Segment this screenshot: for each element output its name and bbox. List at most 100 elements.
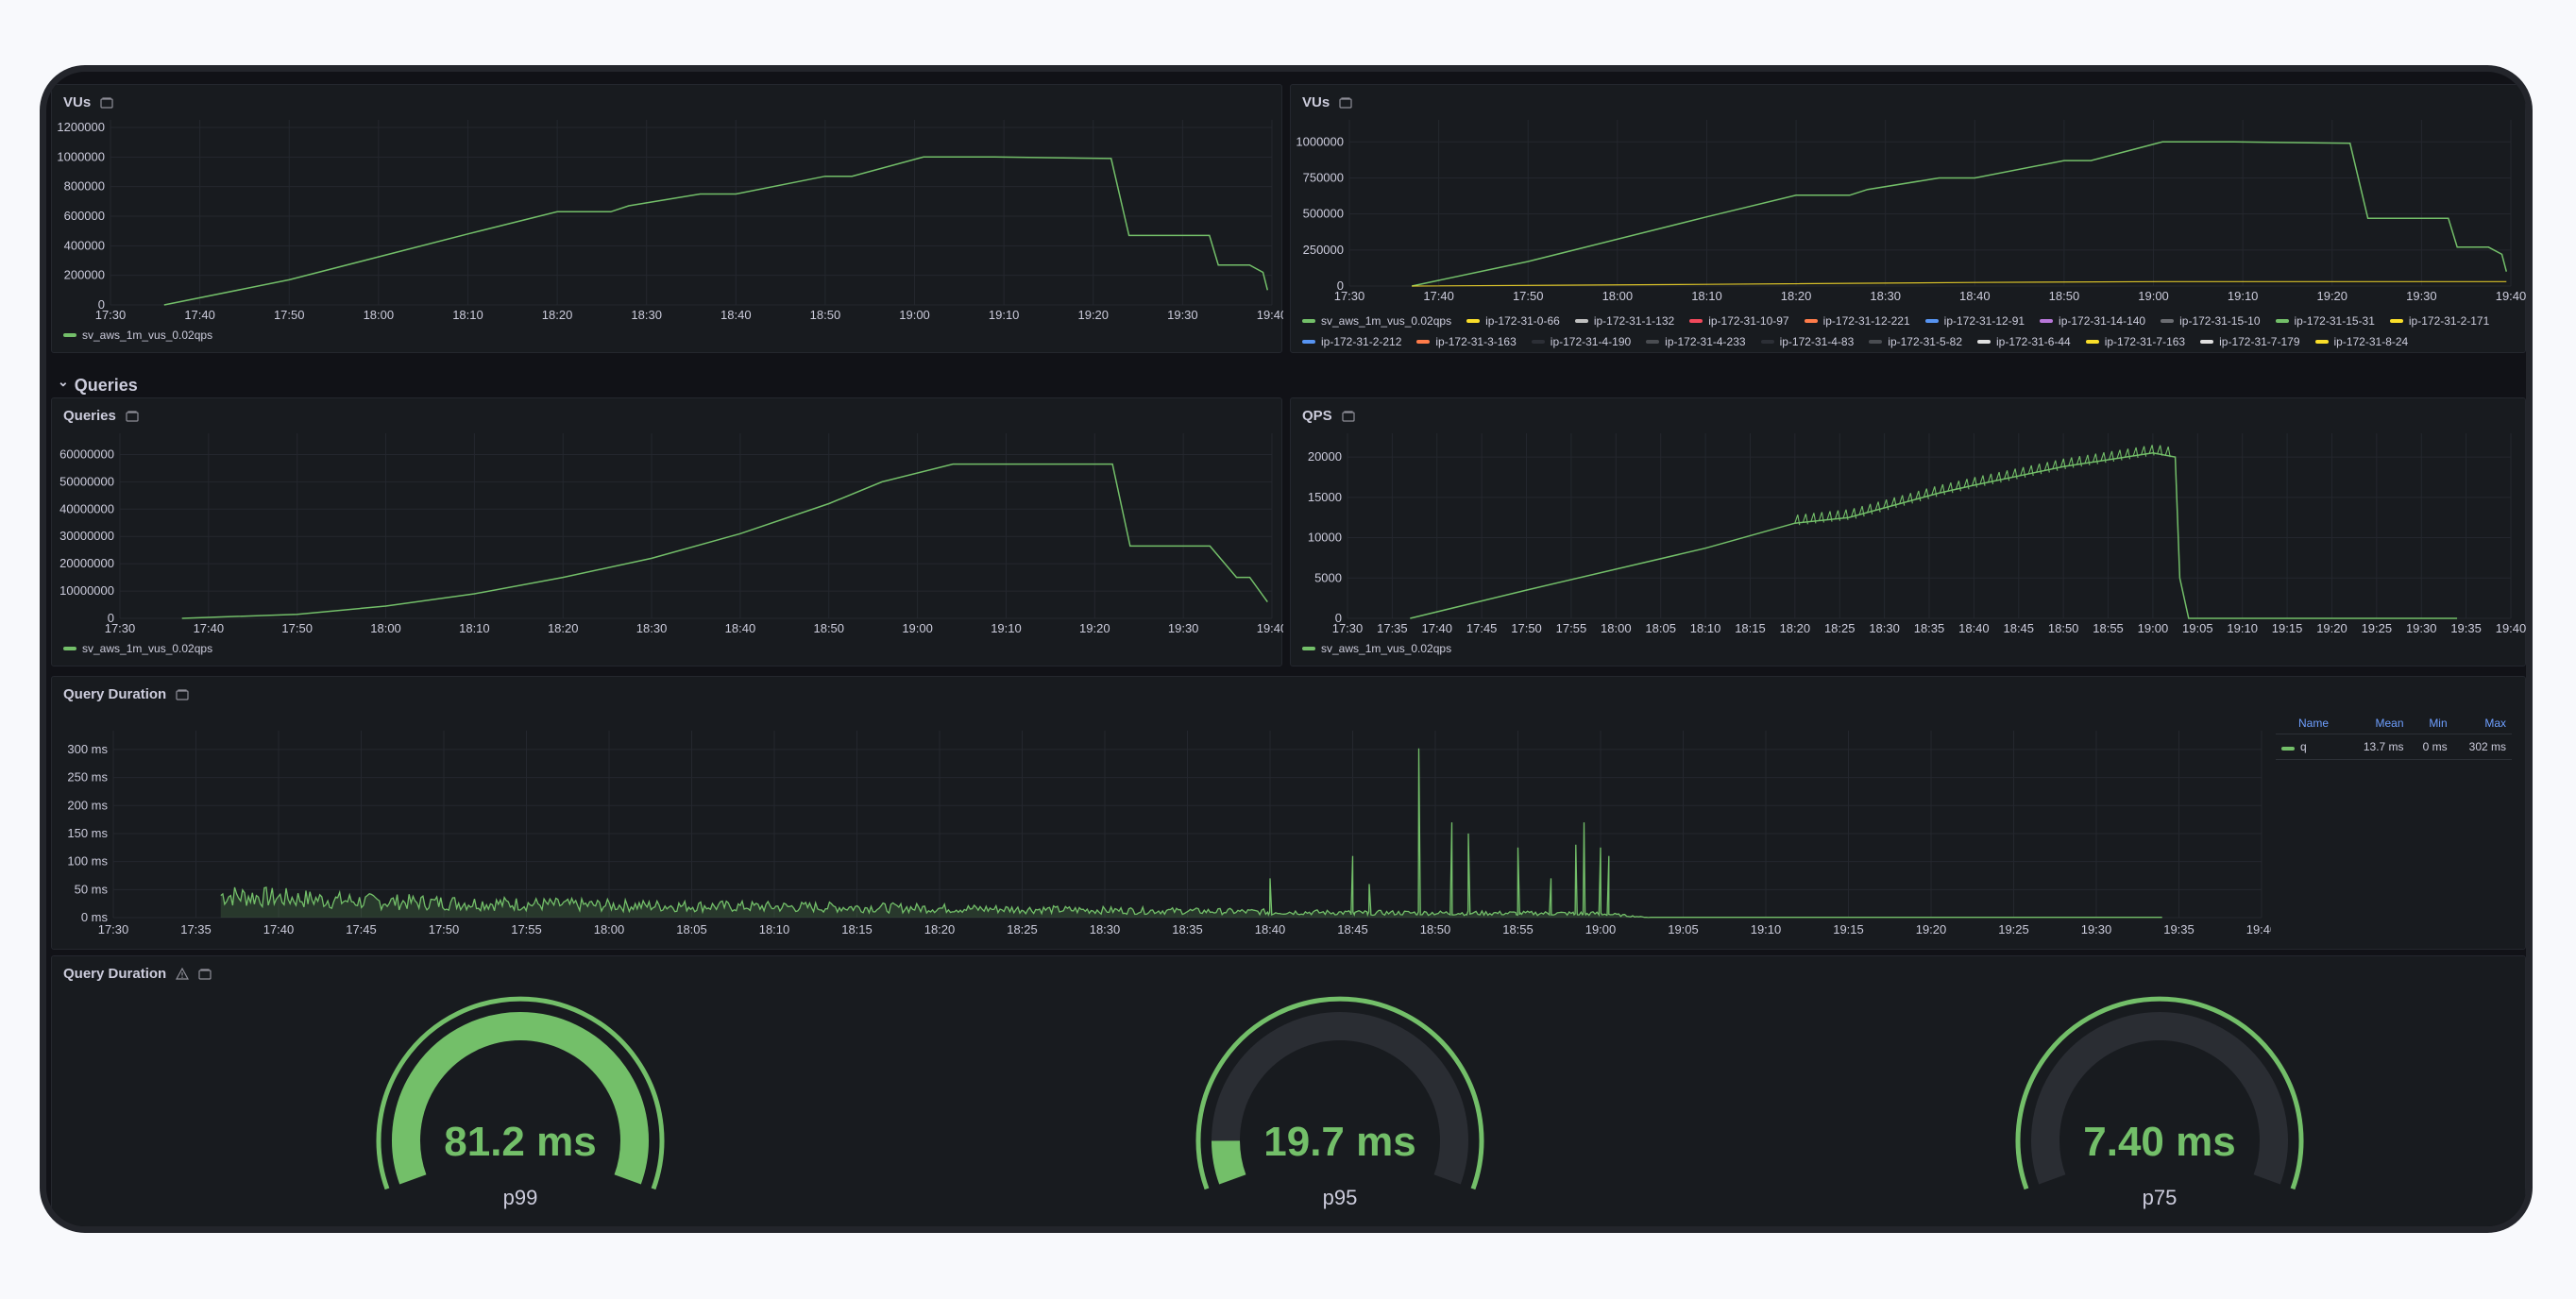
x-tick-label: 17:55 <box>511 922 542 936</box>
x-tick-label: 18:45 <box>1337 922 1368 936</box>
library-panel-icon[interactable] <box>100 96 113 109</box>
x-tick-label: 18:45 <box>2003 621 2034 635</box>
legend-item[interactable]: ip-172-31-7-163 <box>2085 335 2185 348</box>
y-tick-label: 20000 <box>1308 449 1342 464</box>
x-tick-label: 19:30 <box>2406 621 2437 635</box>
y-tick-label: 30000000 <box>59 529 114 543</box>
legend-item[interactable]: ip-172-31-4-233 <box>1646 335 1746 348</box>
x-tick-label: 18:00 <box>364 308 395 322</box>
legend-item[interactable]: ip-172-31-15-31 <box>2275 314 2375 328</box>
x-tick-label: 18:30 <box>631 308 662 322</box>
legend-label: ip-172-31-14-140 <box>2059 314 2146 328</box>
gauges: 81.2 ms 19.7 ms 7.40 ms <box>376 996 2304 1190</box>
legend-item[interactable]: ip-172-31-0-66 <box>1466 314 1560 328</box>
panel-title: VUs <box>1302 94 1352 110</box>
legend-item[interactable]: ip-172-31-7-179 <box>2200 335 2300 348</box>
legend: sv_aws_1m_vus_0.02qps <box>63 642 212 655</box>
chevron-down-icon: ⌄ <box>58 374 69 389</box>
panel-title: Query Duration <box>63 686 189 702</box>
legend-item[interactable]: ip-172-31-2-212 <box>1302 335 1401 348</box>
y-tick-label: 0 <box>1335 611 1342 625</box>
legend-item[interactable]: ip-172-31-3-163 <box>1416 335 1517 348</box>
legend-swatch <box>1574 319 1588 323</box>
x-tick-label: 19:20 <box>1916 922 1947 936</box>
x-tick-label: 18:50 <box>813 621 844 635</box>
legend-item[interactable]: ip-172-31-10-97 <box>1689 314 1789 328</box>
table-row[interactable]: q 13.7 ms 0 ms 302 ms <box>2276 734 2512 760</box>
x-tick-label: 18:15 <box>841 922 873 936</box>
legend-item[interactable]: ip-172-31-2-171 <box>2389 314 2489 328</box>
y-tick-label: 400000 <box>64 238 105 252</box>
x-tick-label: 17:40 <box>263 922 295 936</box>
col-name[interactable]: Name <box>2276 713 2347 734</box>
legend-item[interactable]: ip-172-31-5-82 <box>1869 335 1962 348</box>
legend-item[interactable]: ip-172-31-6-44 <box>1977 335 2071 348</box>
panel-title: VUs <box>63 94 113 110</box>
legend-label: sv_aws_1m_vus_0.02qps <box>1321 314 1452 328</box>
legend-label: ip-172-31-4-233 <box>1665 335 1746 348</box>
col-max[interactable]: Max <box>2452 713 2512 734</box>
legend-item[interactable]: ip-172-31-12-91 <box>1924 314 2025 328</box>
legend-label: ip-172-31-2-212 <box>1321 335 1402 348</box>
legend-label: ip-172-31-10-97 <box>1708 314 1789 328</box>
col-mean[interactable]: Mean <box>2347 713 2410 734</box>
library-panel-icon[interactable] <box>198 968 212 980</box>
library-panel-icon[interactable] <box>176 688 189 700</box>
x-tick-label: 18:10 <box>759 922 790 936</box>
y-tick-label: 250 ms <box>67 770 108 784</box>
legend-item[interactable]: ip-172-31-1-132 <box>1574 314 1674 328</box>
legend-item[interactable]: sv_aws_1m_vus_0.02qps <box>1302 642 1451 655</box>
gauge-label-p95: p95 <box>1322 1186 1358 1209</box>
y-tick-label: 200000 <box>64 268 105 282</box>
x-tick-label: 17:50 <box>281 621 313 635</box>
y-tick-label: 10000 <box>1308 531 1342 545</box>
y-tick-label: 0 <box>98 297 105 312</box>
legend-label: sv_aws_1m_vus_0.02qps <box>82 642 213 655</box>
x-tick-label: 19:25 <box>2362 621 2393 635</box>
gauge-label-p75: p75 <box>2142 1186 2178 1209</box>
x-tick-label: 18:10 <box>1691 289 1722 303</box>
library-panel-icon[interactable] <box>1339 96 1352 109</box>
legend-item[interactable]: sv_aws_1m_vus_0.02qps <box>1302 314 1451 328</box>
x-tick-label: 19:05 <box>2182 621 2213 635</box>
y-tick-label: 100 ms <box>67 854 108 869</box>
legend-item[interactable]: ip-172-31-15-10 <box>2161 314 2261 328</box>
x-tick-label: 19:15 <box>1833 922 1864 936</box>
x-tick-label: 17:40 <box>1421 621 1452 635</box>
library-panel-icon[interactable] <box>126 410 139 422</box>
queries-chart: 60000000 50000000 40000000 30000000 20000000… <box>59 433 1283 635</box>
legend-item[interactable]: sv_aws_1m_vus_0.02qps <box>63 642 212 655</box>
x-tick-label: 19:35 <box>2163 922 2195 936</box>
gauge-threshold-ring <box>2015 996 2304 1190</box>
x-tick-label: 19:00 <box>2138 621 2169 635</box>
queries-panel: Queries 60000000 50000000 40000000 30000000… <box>51 397 1283 666</box>
legend-item[interactable]: ip-172-31-12-221 <box>1804 314 1910 328</box>
x-tick-label: 18:35 <box>1172 922 1203 936</box>
legend-label: ip-172-31-3-163 <box>1435 335 1517 348</box>
x-tick-label: 19:10 <box>2227 621 2258 635</box>
warning-icon[interactable] <box>176 968 190 980</box>
gauge-value: 7.40 ms <box>2083 1119 2235 1165</box>
legend-swatch <box>1646 340 1660 344</box>
col-min[interactable]: Min <box>2409 713 2453 734</box>
series-line <box>181 463 1268 619</box>
legend-swatch <box>1466 319 1481 323</box>
x-tick-label: 18:20 <box>548 621 579 635</box>
legend-item[interactable]: ip-172-31-4-190 <box>1531 335 1631 348</box>
legend-swatch <box>1869 340 1883 344</box>
x-tick-label: 19:20 <box>2316 621 2347 635</box>
row-header-queries[interactable]: ⌄ Queries <box>58 374 138 395</box>
legend-item[interactable]: sv_aws_1m_vus_0.02qps <box>63 329 212 342</box>
x-tick-label: 19:40 <box>2246 922 2271 936</box>
legend-item[interactable]: ip-172-31-8-24 <box>2314 335 2408 348</box>
legend-item[interactable]: ip-172-31-4-83 <box>1760 335 1854 348</box>
series-line <box>1410 452 2458 619</box>
x-tick-label: 19:10 <box>2228 289 2259 303</box>
x-tick-label: 18:30 <box>636 621 668 635</box>
library-panel-icon[interactable] <box>1342 410 1355 422</box>
legend-item[interactable]: ip-172-31-14-140 <box>2040 314 2145 328</box>
series-noise <box>1794 445 2171 526</box>
y-tick-label: 250000 <box>1303 243 1344 257</box>
x-tick-label: 18:50 <box>810 308 841 322</box>
